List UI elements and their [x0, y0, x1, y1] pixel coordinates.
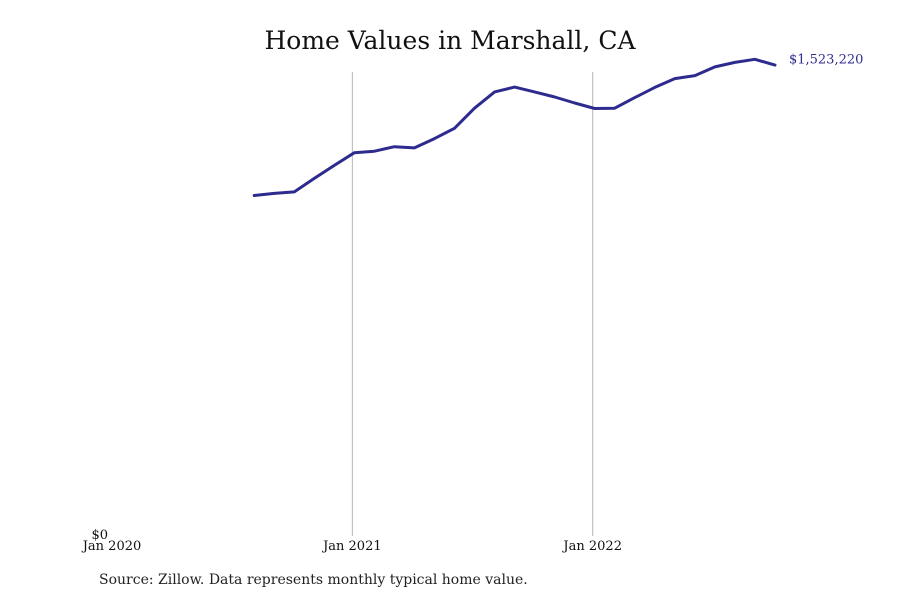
y-tick-label: $0: [91, 528, 108, 543]
source-note: Source: Zillow. Data represents monthly …: [99, 572, 528, 588]
x-tick-label: Jan 2022: [561, 539, 622, 554]
chart-title: Home Values in Marshall, CA: [264, 26, 636, 55]
x-tick-label: Jan 2021: [321, 539, 382, 554]
series-line: [252, 57, 777, 197]
labels-layer: Jan 2020 Jan 2021 Jan 2022 $0 $1,523,220: [81, 52, 864, 554]
x-tick-label: Jan 2020: [81, 539, 142, 554]
gridlines: [351, 72, 594, 536]
series-layer: [252, 57, 777, 197]
end-value-label: $1,523,220: [789, 52, 863, 67]
